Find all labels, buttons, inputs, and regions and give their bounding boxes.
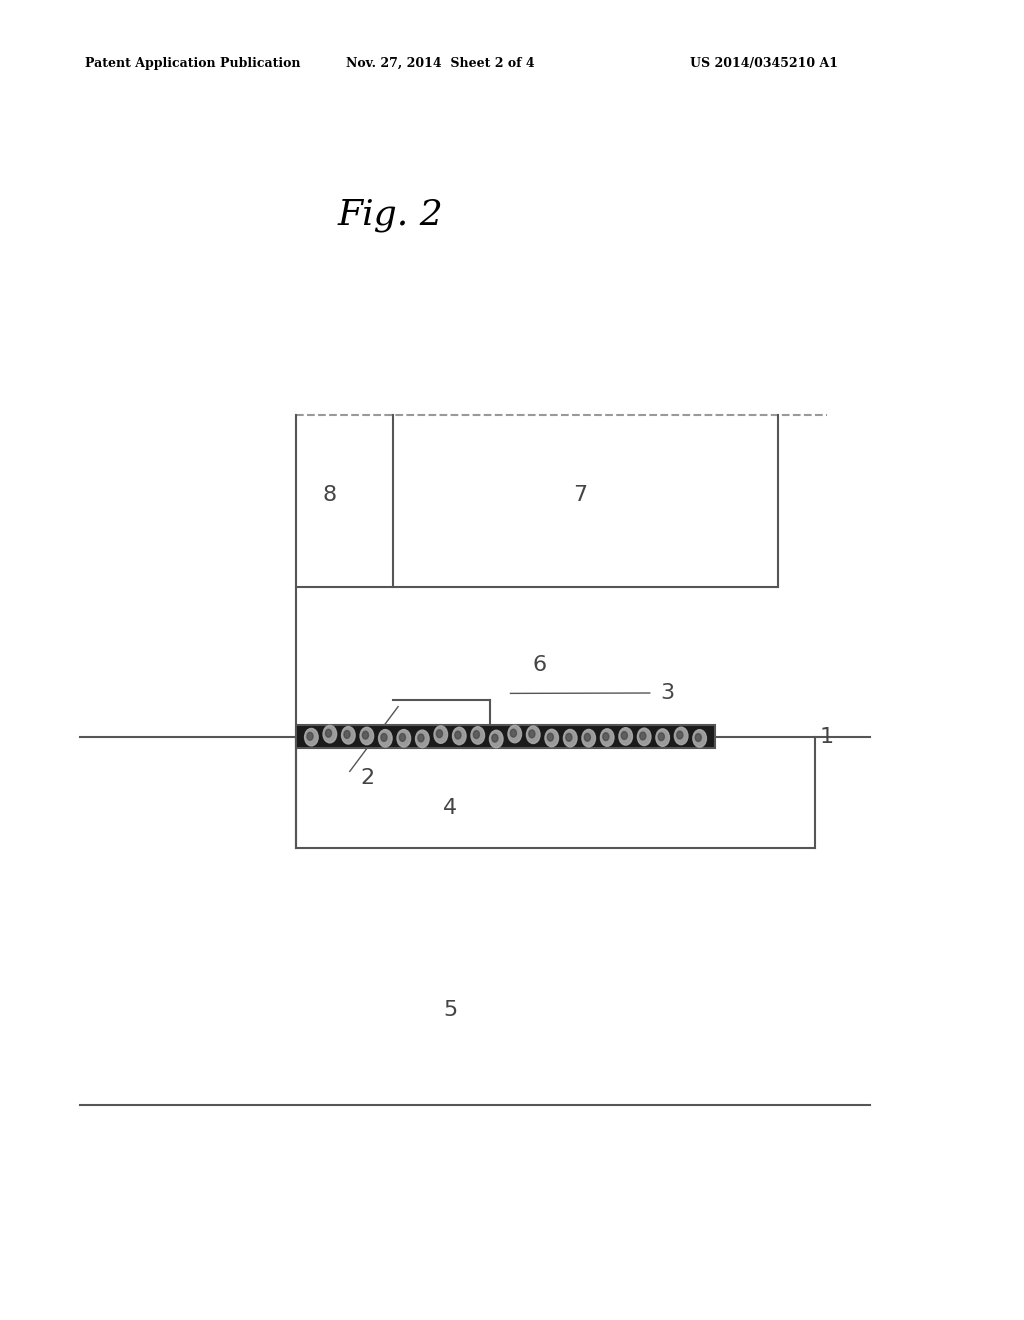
Circle shape [618, 727, 633, 744]
Circle shape [566, 734, 572, 742]
Circle shape [455, 731, 461, 739]
Circle shape [418, 734, 424, 742]
Circle shape [344, 730, 350, 738]
Text: 4: 4 [443, 799, 457, 818]
Text: US 2014/0345210 A1: US 2014/0345210 A1 [690, 57, 838, 70]
Circle shape [471, 727, 484, 744]
Circle shape [434, 726, 447, 743]
Bar [296, 725, 715, 748]
Circle shape [693, 730, 707, 747]
Circle shape [360, 727, 374, 744]
Text: 2: 2 [360, 768, 374, 788]
Circle shape [640, 733, 646, 741]
Circle shape [397, 730, 411, 747]
Circle shape [585, 734, 591, 742]
Circle shape [342, 726, 355, 744]
Circle shape [637, 729, 651, 746]
Circle shape [326, 730, 332, 737]
Circle shape [416, 730, 429, 747]
Circle shape [508, 725, 521, 743]
Circle shape [677, 731, 683, 739]
Circle shape [379, 730, 392, 747]
Text: 7: 7 [573, 484, 587, 506]
Text: 3: 3 [660, 682, 674, 704]
Circle shape [362, 731, 369, 739]
Circle shape [473, 730, 479, 738]
Text: 1: 1 [820, 727, 835, 747]
Text: 5: 5 [442, 1001, 457, 1020]
Circle shape [563, 730, 577, 747]
Circle shape [489, 730, 503, 747]
Circle shape [600, 729, 614, 746]
Text: Nov. 27, 2014  Sheet 2 of 4: Nov. 27, 2014 Sheet 2 of 4 [346, 57, 535, 70]
Circle shape [453, 727, 466, 744]
Circle shape [526, 726, 540, 743]
Circle shape [304, 729, 318, 746]
Circle shape [307, 733, 313, 741]
Circle shape [545, 729, 558, 747]
Circle shape [582, 730, 596, 747]
Circle shape [528, 730, 535, 738]
Circle shape [656, 729, 670, 746]
Circle shape [658, 733, 665, 741]
Circle shape [436, 730, 442, 738]
Circle shape [622, 731, 628, 739]
Circle shape [492, 734, 498, 742]
Circle shape [675, 727, 688, 744]
Circle shape [695, 734, 701, 742]
Circle shape [399, 734, 406, 742]
Text: 6: 6 [532, 655, 547, 675]
Text: 8: 8 [323, 484, 337, 506]
Circle shape [381, 734, 387, 742]
Circle shape [510, 729, 516, 737]
Text: Patent Application Publication: Patent Application Publication [85, 57, 300, 70]
Text: Fig. 2: Fig. 2 [337, 198, 442, 232]
Circle shape [603, 733, 609, 741]
Circle shape [323, 726, 337, 743]
Circle shape [547, 733, 553, 741]
